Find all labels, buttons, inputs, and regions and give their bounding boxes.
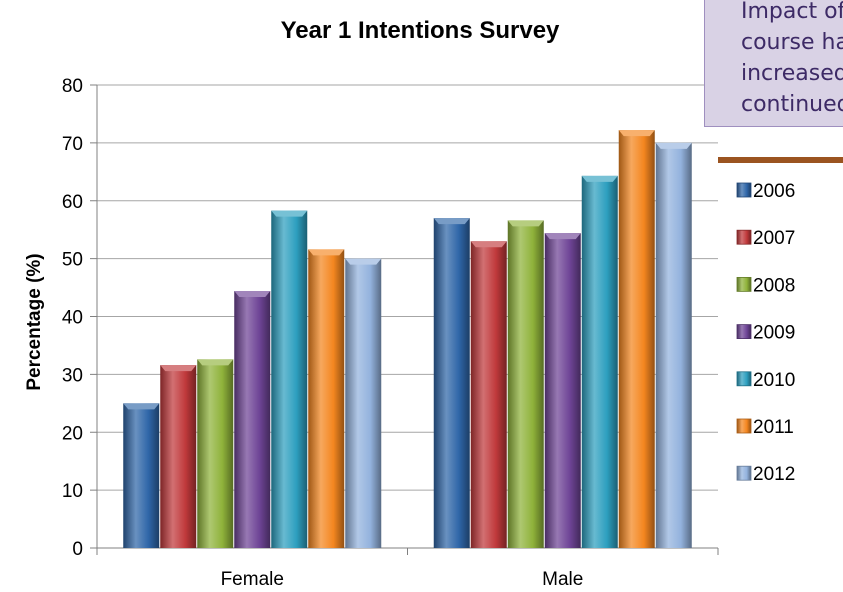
- legend-swatch: [736, 371, 752, 387]
- bar: [197, 359, 234, 548]
- bars: [123, 130, 692, 549]
- bar: [655, 142, 692, 548]
- bar: [433, 218, 470, 549]
- legend-swatch: [736, 229, 752, 245]
- legend-label: 2011: [753, 417, 794, 438]
- callout-line: increased: [741, 61, 843, 86]
- bar: [123, 403, 160, 548]
- bar: [271, 210, 308, 548]
- bar: [544, 233, 581, 548]
- legend-label: 2009: [753, 323, 795, 344]
- legend-item: 2010: [736, 370, 795, 391]
- legend-swatch: [736, 182, 752, 198]
- bar: [581, 175, 618, 548]
- bar: [160, 365, 197, 548]
- y-axis-label: Percentage (%): [24, 253, 45, 390]
- legend-item: 2008: [736, 275, 795, 296]
- y-tick-label: 80: [62, 76, 83, 97]
- bar: [345, 258, 382, 548]
- legend: 2006 2007 2008 2009 2010 2011 2012: [736, 181, 795, 485]
- y-tick-label: 30: [62, 365, 83, 386]
- x-tick-label: Female: [221, 569, 284, 590]
- y-tick-label: 0: [72, 539, 83, 560]
- bar: [234, 291, 271, 548]
- y-tick-label: 60: [62, 192, 83, 213]
- legend-label: 2007: [753, 228, 795, 249]
- callout-line: Impact of: [741, 0, 843, 24]
- legend-label: 2010: [753, 370, 795, 391]
- legend-swatch: [736, 276, 752, 292]
- legend-item: 2011: [736, 417, 794, 438]
- legend-swatch: [736, 418, 752, 434]
- y-tick-label: 70: [62, 134, 83, 155]
- legend-item: 2012: [736, 464, 795, 485]
- bar: [618, 130, 655, 548]
- callout-divider: [718, 157, 843, 163]
- y-tick-label: 50: [62, 250, 83, 271]
- legend-label: 2006: [753, 181, 795, 202]
- legend-label: 2008: [753, 275, 795, 296]
- callout-line: continued: [741, 92, 843, 117]
- y-tick-label: 20: [62, 423, 83, 444]
- x-tick-label: Male: [542, 569, 583, 590]
- bar: [308, 249, 345, 549]
- callout-line: course has: [741, 30, 843, 55]
- legend-label: 2012: [753, 464, 795, 485]
- tick-labels: 0 10 20 30 40 50 60 70 80 Female Male: [62, 76, 583, 590]
- legend-item: 2007: [736, 228, 795, 249]
- chart-title: Year 1 Intentions Survey: [281, 17, 560, 44]
- callout-box: Impact of course has increased continued: [704, 0, 843, 127]
- legend-swatch: [736, 465, 752, 481]
- y-tick-label: 10: [62, 481, 83, 502]
- legend-item: 2009: [736, 323, 795, 344]
- legend-swatch: [736, 324, 752, 340]
- bar: [470, 241, 507, 548]
- bar: [507, 220, 544, 549]
- legend-item: 2006: [736, 181, 795, 202]
- y-tick-label: 40: [62, 308, 83, 329]
